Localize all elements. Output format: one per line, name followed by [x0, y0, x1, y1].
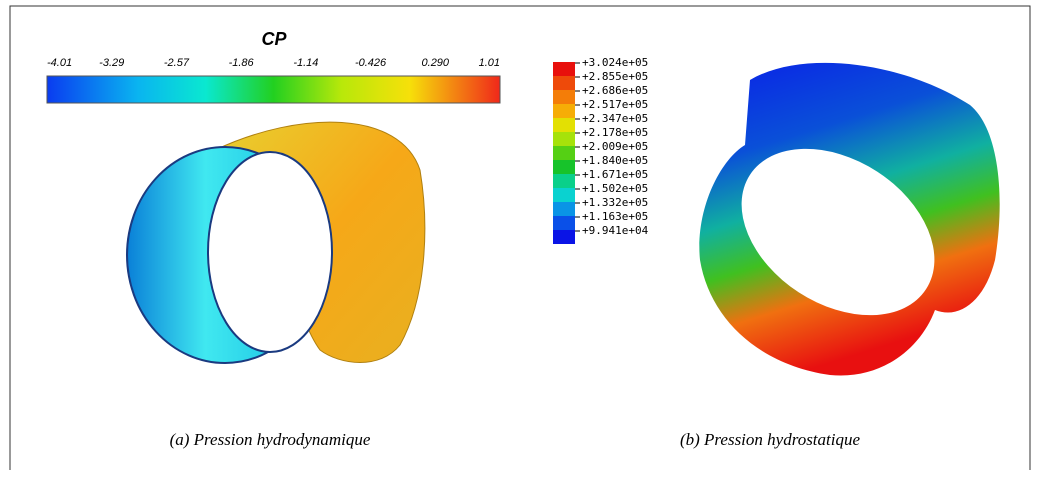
legend-swatch: [553, 132, 575, 146]
legend-swatch: [553, 90, 575, 104]
ring-opening: [741, 148, 935, 316]
colorbar-tick-label: -2.57: [164, 57, 190, 69]
legend-swatch: [553, 118, 575, 132]
legend-label: +3.024e+05: [582, 56, 648, 69]
colorbar-tick-label: -0.426: [355, 57, 387, 69]
legend-label: +2.686e+05: [582, 84, 648, 97]
legend-label: +1.332e+05: [582, 196, 648, 209]
legend-swatch: [553, 104, 575, 118]
colorbar-title: CP: [261, 29, 287, 49]
colorbar-tick-label: -1.86: [229, 57, 255, 69]
caption: (b) Pression hydrostatique: [680, 430, 861, 449]
legend-label: +1.671e+05: [582, 168, 648, 181]
legend-label: +2.517e+05: [582, 98, 648, 111]
legend-label: +1.840e+05: [582, 154, 648, 167]
legend-swatch: [553, 188, 575, 202]
legend-swatch: [553, 76, 575, 90]
legend-swatch: [553, 146, 575, 160]
colorbar-tick-label: 0.290: [422, 57, 450, 69]
legend-label: +1.163e+05: [582, 210, 648, 223]
colorbar-tick-label: 1.01: [479, 57, 500, 69]
legend-swatch: [553, 230, 575, 244]
legend-label: +9.941e+04: [582, 224, 649, 237]
colorbar-tick-label: -3.29: [99, 57, 124, 69]
caption: (a) Pression hydrodynamique: [170, 430, 371, 449]
ring-opening: [207, 151, 333, 353]
colorbar-tick-label: -4.01: [47, 57, 72, 69]
legend-label: +2.347e+05: [582, 112, 648, 125]
frame: [9, 5, 1031, 470]
colorbar: [46, 75, 501, 104]
legend-label: +2.855e+05: [582, 70, 648, 83]
legend-label: +1.502e+05: [582, 182, 648, 195]
colorbar-tick-label: -1.14: [293, 57, 318, 69]
legend-swatch: [553, 216, 575, 230]
legend-swatch: [553, 62, 575, 76]
legend-swatch: [553, 174, 575, 188]
legend-label: +2.178e+05: [582, 126, 648, 139]
legend-swatch: [553, 160, 575, 174]
legend-swatch: [553, 202, 575, 216]
legend-label: +2.009e+05: [582, 140, 648, 153]
